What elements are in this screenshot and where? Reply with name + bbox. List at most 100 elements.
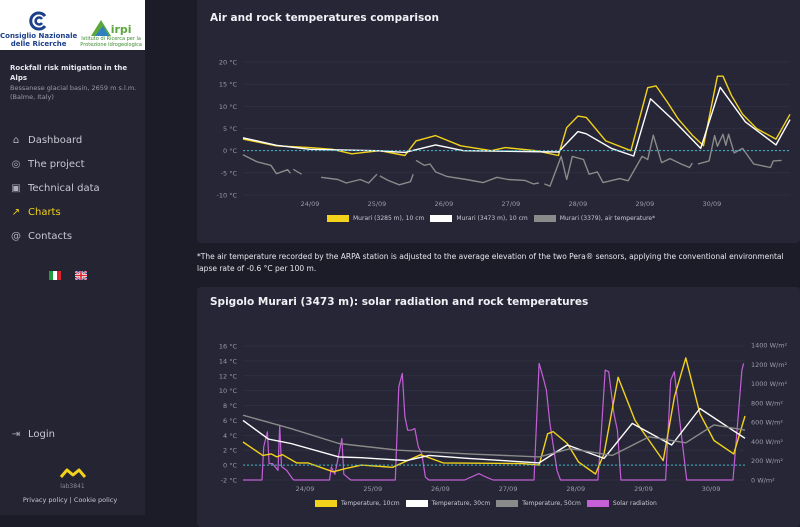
y2-tick-label: 400 W/m² xyxy=(751,438,783,446)
cookie-policy-link[interactable]: Cookie policy xyxy=(73,496,118,504)
legend-swatch xyxy=(496,500,519,507)
irpi-logo-line2: Protezione Idrogeologica xyxy=(80,42,142,48)
x-tick-label: 24/09 xyxy=(296,485,315,493)
irpi-logo-line1: Istituto di Ricerca per la xyxy=(81,36,141,42)
x-tick-label: 30/09 xyxy=(702,200,721,208)
y-tick-label: 10 °C xyxy=(219,103,238,111)
series-line-3 xyxy=(243,362,745,481)
sidebar: Consiglio Nazionale delle Ricerche irpi … xyxy=(0,0,145,515)
legend-item[interactable]: Solar radiation xyxy=(586,500,657,507)
nav-the-project[interactable]: ◎ The project xyxy=(10,159,85,170)
y2-tick-label: 1000 W/m² xyxy=(751,380,788,388)
y-tick-label: 6 °C xyxy=(223,417,237,425)
irpi-mountain-icon xyxy=(90,20,111,36)
y-tick-label: 10 °C xyxy=(219,387,238,395)
legend-swatch xyxy=(533,215,556,222)
chart-air-rock-temperatures: -10 °C -5 °C 0 °C 5 °C 10 °C 15 °C 20 °C 24/09 2… xyxy=(217,59,791,208)
legend-label: Murari (3285 m), 10 cm xyxy=(353,215,425,222)
x-tick-label: 24/09 xyxy=(301,200,320,208)
login-link[interactable]: ⇥ Login xyxy=(10,429,55,440)
y2-tick-label: 800 W/m² xyxy=(751,399,783,407)
chart-card-air-rock: Air and rock temperatures comparison xyxy=(197,0,800,243)
footnote: *The air temperature recorded by the ARP… xyxy=(197,252,784,273)
aperture-icon: ◎ xyxy=(11,159,21,170)
irpi-logo: irpi Istituto di Ricerca per la Protezio… xyxy=(77,0,145,50)
x-tick-label: 26/09 xyxy=(431,485,450,493)
series-line-0 xyxy=(242,357,746,475)
y2-tick-label: 600 W/m² xyxy=(751,419,783,427)
x-tick-label: 26/09 xyxy=(435,200,454,208)
y2-tick-label: 1200 W/m² xyxy=(751,361,788,369)
cnr-logo: Consiglio Nazionale delle Ricerche xyxy=(0,0,77,50)
italian-flag-icon[interactable] xyxy=(49,271,61,280)
trending-up-icon: ↗ xyxy=(11,207,21,218)
legend-item[interactable]: Murari (3379), air temperature* xyxy=(533,215,655,222)
chart-solar-radiation: -2 °C 0 °C 2 °C 4 °C 6 °C 8 °C 10 °C 12 °C 14 °C… xyxy=(219,342,788,494)
x-tick-label: 28/09 xyxy=(566,485,585,493)
nav-label: Charts xyxy=(28,207,61,218)
y-tick-label: 8 °C xyxy=(223,402,237,410)
legend-label: Temperature, 30cm xyxy=(431,500,491,507)
uk-flag-icon[interactable] xyxy=(75,271,87,280)
project-title: Rockfall risk mitigation in the Alps xyxy=(10,64,128,82)
irpi-mark: irpi xyxy=(110,23,132,36)
login-icon: ⇥ xyxy=(11,429,21,440)
legend-swatch xyxy=(327,215,349,222)
project-subtitle: Bessanese glacial basin, 2659 m s.l.m. (… xyxy=(10,84,137,101)
y2-tick-label: 1400 W/m² xyxy=(751,342,788,350)
y-tick-label: 20 °C xyxy=(219,59,238,67)
x-tick-label: 28/09 xyxy=(569,200,588,208)
y-tick-label: 16 °C xyxy=(219,343,238,351)
nav-label: Technical data xyxy=(28,183,100,194)
legal-links: Privacy policy | Cookie policy xyxy=(0,496,140,504)
nav-label: The project xyxy=(28,159,85,170)
y-tick-label: 15 °C xyxy=(219,81,238,89)
legend-label: Temperature, 50cm xyxy=(522,500,581,507)
x-tick-label: 29/09 xyxy=(636,200,655,208)
legend: Temperature, 10cm Temperature, 30cm Temp… xyxy=(315,500,657,507)
y-tick-label: 0 °C xyxy=(223,147,237,155)
nav-technical-data[interactable]: ▣ Technical data xyxy=(10,183,100,194)
cnr-mark-icon xyxy=(28,11,46,31)
nav-label: Contacts xyxy=(28,231,73,242)
legend: Murari (3285 m), 10 cm Murari (3473 m), … xyxy=(327,215,655,222)
legend-swatch xyxy=(430,215,453,222)
cnr-logo-line2: delle Ricerche xyxy=(10,40,67,48)
y-tick-label: 0 °C xyxy=(223,462,237,470)
legend-item[interactable]: Murari (3285 m), 10 cm xyxy=(327,215,424,222)
partner-logos: Consiglio Nazionale delle Ricerche irpi … xyxy=(0,0,145,50)
nav-charts[interactable]: ↗ Charts xyxy=(10,207,61,218)
nav-contacts[interactable]: @ Contacts xyxy=(10,231,72,242)
y-tick-label: 5 °C xyxy=(223,125,237,133)
y-tick-label: 2 °C xyxy=(223,447,237,455)
legend-item[interactable]: Murari (3473 m), 10 cm xyxy=(430,215,528,222)
legend-item[interactable]: Temperature, 50cm xyxy=(496,500,581,507)
y-tick-label: 12 °C xyxy=(219,372,238,380)
chip-icon: ▣ xyxy=(11,183,21,194)
x-tick-label: 25/09 xyxy=(368,200,387,208)
lab-logo: lab3841 xyxy=(55,464,90,490)
x-tick-label: 27/09 xyxy=(502,200,521,208)
legend-item[interactable]: Temperature, 30cm xyxy=(405,500,491,507)
y2-tick-label: 0 W/m² xyxy=(751,477,775,485)
legend-swatch xyxy=(405,500,428,507)
nav-dashboard[interactable]: ⌂ Dashboard xyxy=(10,135,82,146)
y-tick-label: -2 °C xyxy=(221,477,238,485)
at-icon: @ xyxy=(11,231,21,242)
privacy-policy-link[interactable]: Privacy policy xyxy=(22,496,68,504)
legend-swatch xyxy=(586,500,609,507)
login-label: Login xyxy=(28,429,55,440)
legend-label: Solar radiation xyxy=(612,500,657,507)
lab-name: lab3841 xyxy=(60,483,85,490)
legend-label: Temperature, 10cm xyxy=(341,500,400,507)
chart-card-solar: Spigolo Murari (3473 m): solar radiation… xyxy=(197,287,800,527)
x-tick-label: 27/09 xyxy=(499,485,518,493)
chart-title: Spigolo Murari (3473 m): solar radiation… xyxy=(210,296,589,308)
legend-item[interactable]: Temperature, 10cm xyxy=(315,500,400,507)
y-tick-label: 14 °C xyxy=(219,357,238,365)
legend-swatch xyxy=(315,500,337,507)
cnr-logo-line1: Consiglio Nazionale xyxy=(0,32,78,40)
separator: | xyxy=(69,496,72,504)
series-line-2 xyxy=(242,414,746,458)
y-tick-label: -5 °C xyxy=(221,169,238,177)
